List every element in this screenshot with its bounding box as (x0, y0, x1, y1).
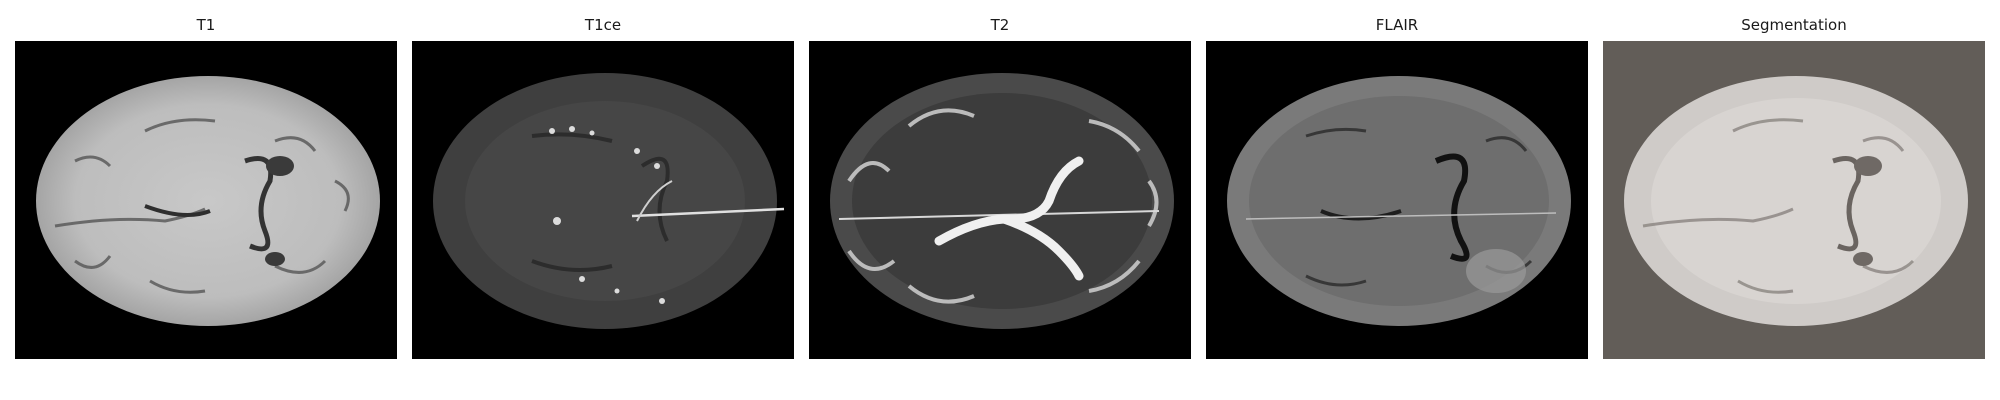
panel-title-t1: T1 (196, 16, 216, 34)
panel-title-flair: FLAIR (1375, 16, 1419, 34)
panel-title-t2: T2 (990, 16, 1010, 34)
mri-panel-t2 (809, 41, 1191, 359)
brain-scan-t1ce-image (412, 41, 794, 359)
brain-scan-segmentation-image (1603, 41, 1985, 359)
mri-panel-flair (1206, 41, 1588, 359)
brain-scan-t1-image (15, 41, 397, 359)
mri-panel-t1ce (412, 41, 794, 359)
mri-panel-t1 (15, 41, 397, 359)
panel-title-segmentation: Segmentation (1741, 16, 1847, 34)
panel-title-t1ce: T1ce (584, 16, 622, 34)
brain-scan-flair-image (1206, 41, 1588, 359)
brain-scan-t2-image (809, 41, 1191, 359)
mri-panel-segmentation (1603, 41, 1985, 359)
